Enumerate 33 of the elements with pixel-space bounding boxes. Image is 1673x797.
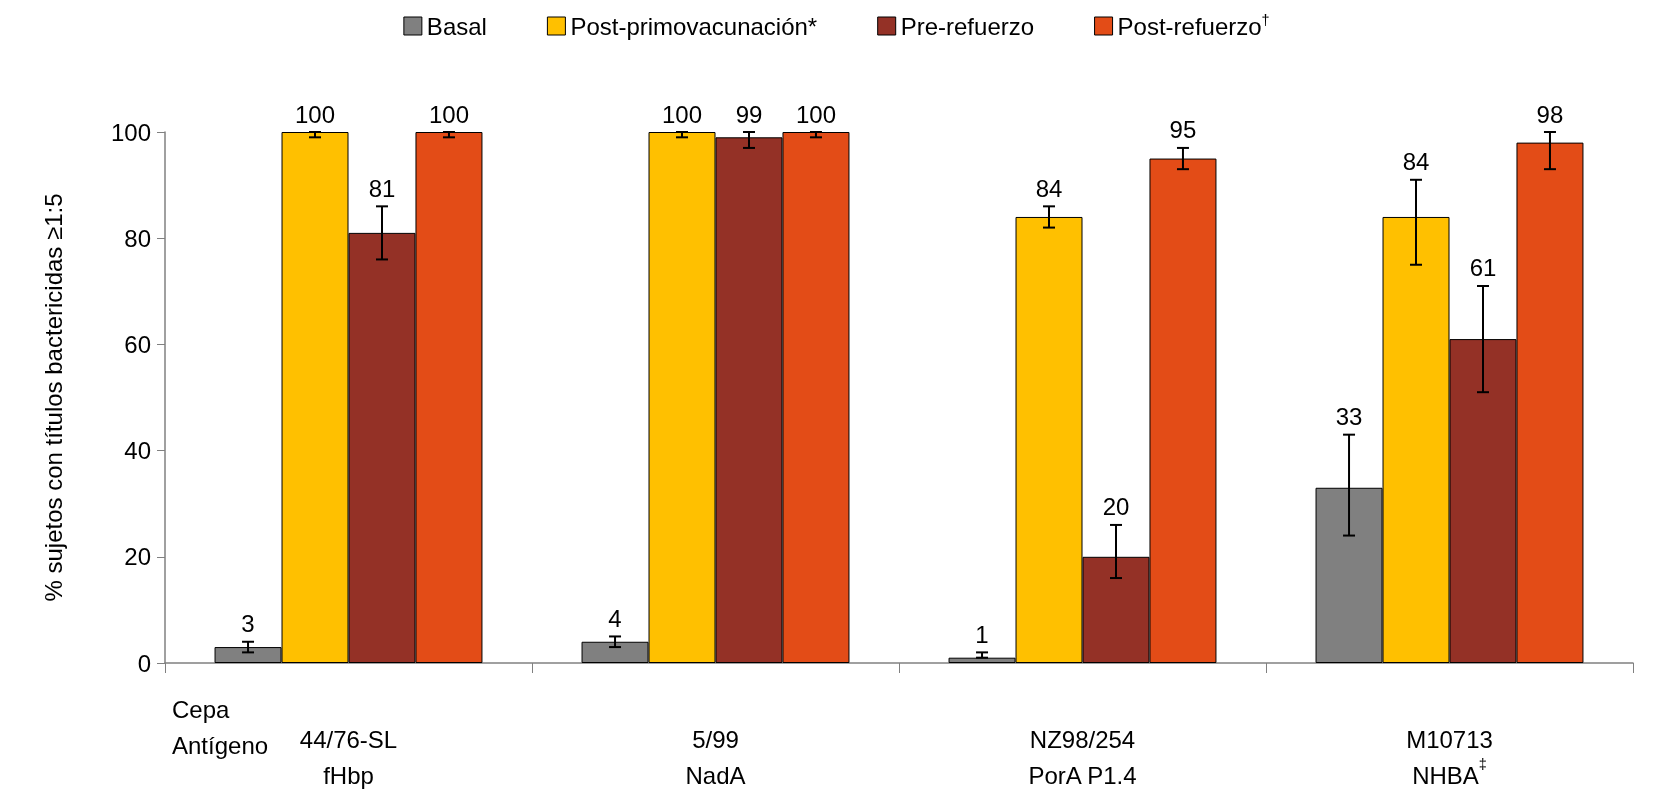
data-label: 61 (1469, 254, 1497, 282)
y-tick-label: 60 (124, 330, 151, 358)
data-label: 100 (795, 100, 836, 128)
text: Antígeno (172, 731, 269, 759)
legend-label: Post-primovacunación* (570, 12, 818, 40)
x-tick-label: 44/76-SL fHbp (299, 725, 398, 789)
y-tick-label: 40 (124, 437, 151, 465)
data-label: 4 (608, 604, 622, 632)
data-label: 100 (661, 100, 703, 128)
data-label: 100 (428, 100, 469, 128)
data-label: 1 (975, 620, 989, 648)
legend-label: Pre-refuerzo (900, 12, 1035, 40)
legend-label: Post-refuerzo† (1117, 12, 1270, 40)
legend-label: Basal (426, 12, 487, 40)
x-tick-label: NZ98/254 PorA P1.4 (1028, 725, 1137, 789)
y-tick-label: 20 (124, 543, 151, 571)
x-tick-label: 5/99 NadA (685, 725, 746, 789)
data-label: 84 (1402, 148, 1430, 176)
data-label: 3 (241, 610, 255, 638)
data-label: 99 (735, 100, 763, 128)
y-tick-label: 100 (110, 118, 151, 146)
y-axis-title: % sujetos con títulos bactericidas ≥1:5 (39, 193, 67, 602)
y-tick-label: 0 (137, 649, 151, 677)
data-label: 98 (1536, 100, 1564, 128)
data-label: 81 (368, 174, 396, 202)
text: Cepa (172, 695, 231, 723)
data-label: 100 (294, 100, 336, 128)
data-label: 20 (1102, 493, 1130, 521)
x-tick-label: M10713 NHBA‡ (1406, 725, 1493, 789)
y-tick-label: 80 (124, 224, 151, 252)
data-label: 84 (1035, 174, 1063, 202)
data-label: 33 (1335, 403, 1363, 431)
data-label: 95 (1169, 116, 1197, 144)
